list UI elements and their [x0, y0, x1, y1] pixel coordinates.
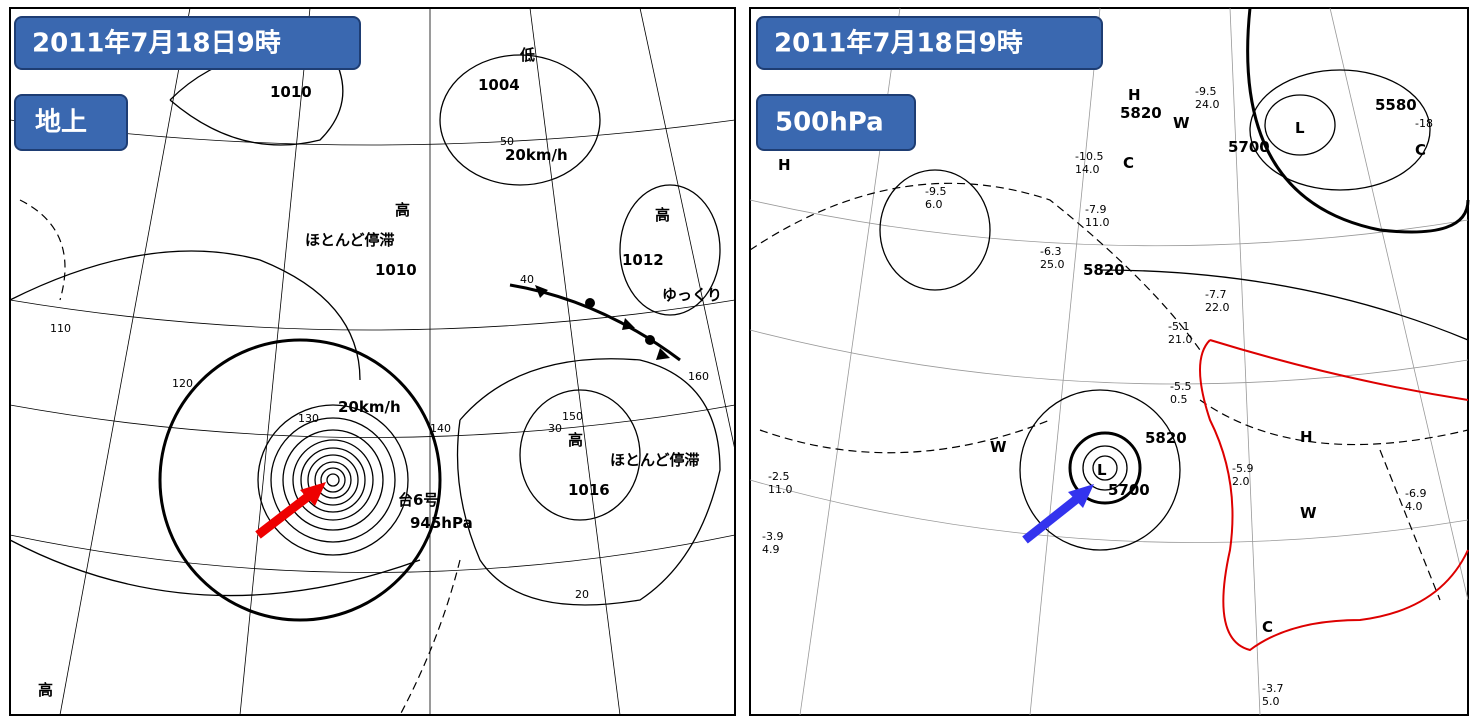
left-labels: 1010 低 1004 20km/h 高 ほとんど停滞 1010 高 1012 …	[38, 46, 722, 699]
station: 11.0	[1085, 216, 1110, 229]
station: -7.7	[1205, 288, 1226, 301]
grid-label: 140	[430, 422, 451, 435]
station: 6.0	[925, 198, 943, 211]
station: -9.5	[1195, 85, 1216, 98]
station: -7.9	[1085, 203, 1106, 216]
badge-text: 地上	[35, 108, 87, 138]
front	[509, 283, 681, 362]
map-label: C	[1123, 154, 1134, 172]
map-label: 5580	[1375, 96, 1417, 114]
station: -9.5	[925, 185, 946, 198]
map-label: 945hPa	[410, 514, 473, 532]
map-label: 1010	[270, 83, 312, 101]
map-label: 1016	[568, 481, 610, 499]
low-arrow	[1022, 494, 1081, 544]
station: -3.7	[1262, 682, 1283, 695]
map-label: L	[1295, 119, 1305, 137]
station: 22.0	[1205, 301, 1230, 314]
grid-label: 30	[548, 422, 562, 435]
badge	[14, 16, 361, 70]
front-symbols	[535, 285, 670, 360]
badge-text: 2011年7月18日9時	[774, 28, 1023, 59]
badge	[756, 94, 916, 151]
low-arrow-head	[1068, 484, 1094, 508]
map-label: ほとんど停滞	[610, 451, 700, 469]
map-label: 高	[38, 681, 53, 699]
station: -6.3	[1040, 245, 1061, 258]
map-label: H	[778, 156, 791, 174]
left-isobars	[9, 47, 721, 716]
typhoon-arrow-head	[300, 482, 326, 506]
map-label: 20km/h	[505, 146, 568, 164]
map-label: 高	[568, 431, 583, 449]
map-label: 5820	[1145, 429, 1187, 447]
map-label: -18	[1415, 117, 1433, 130]
station: -5.9	[1232, 462, 1253, 475]
map-label: 5820	[1120, 104, 1162, 122]
station: -3.9	[762, 530, 783, 543]
map-label: L	[1097, 461, 1107, 479]
map-label: 5700	[1228, 138, 1270, 156]
map-label: 5700	[1108, 481, 1150, 499]
station: -5.1	[1168, 320, 1189, 333]
grid-label: 50	[500, 135, 514, 148]
map-label: C	[1262, 618, 1273, 636]
map-label: 高	[395, 201, 410, 219]
grid-label: 130	[298, 412, 319, 425]
map-label: 高	[655, 206, 670, 224]
station: -10.5	[1075, 150, 1103, 163]
grid-label: 120	[172, 377, 193, 390]
right-contours	[749, 7, 1470, 652]
station: 11.0	[768, 483, 793, 496]
map-label: W	[1300, 504, 1317, 522]
badges: 2011年7月18日9時 地上 2011年7月18日9時 500hPa	[14, 16, 1103, 151]
map-label: W	[990, 438, 1007, 456]
map-label: H	[1128, 86, 1141, 104]
map-label: 1010	[375, 261, 417, 279]
typhoon-arrow	[255, 491, 313, 539]
map-label: 台6号	[398, 491, 438, 509]
map-label: 1012	[622, 251, 664, 269]
badge-text: 500hPa	[775, 108, 884, 138]
map-label: ほとんど停滞	[305, 231, 395, 249]
grid-label: 20	[575, 588, 589, 601]
map-label: 20km/h	[338, 398, 401, 416]
station: 5.0	[1262, 695, 1280, 708]
grid-label: 150	[562, 410, 583, 423]
station: 21.0	[1168, 333, 1193, 346]
station: 0.5	[1170, 393, 1188, 406]
station: 4.0	[1405, 500, 1423, 513]
map-label: 5820	[1083, 261, 1125, 279]
station: 25.0	[1040, 258, 1065, 271]
map-label: W	[1173, 114, 1190, 132]
grid-label: 110	[50, 322, 71, 335]
right-grid	[749, 7, 1469, 716]
map-label: ゆっくり	[662, 286, 722, 304]
badge	[756, 16, 1103, 70]
station: 4.9	[762, 543, 780, 556]
map-label: H	[1300, 428, 1313, 446]
badge	[14, 94, 128, 151]
right-labels: H 5820 5580 L 5700 -18 C H C 5820 W 5820…	[762, 85, 1433, 708]
grid-label: 160	[688, 370, 709, 383]
station: 2.0	[1232, 475, 1250, 488]
map-label: 1004	[478, 76, 520, 94]
map-label: C	[1415, 141, 1426, 159]
station: -5.5	[1170, 380, 1191, 393]
station: -6.9	[1405, 487, 1426, 500]
map-label: 低	[519, 46, 535, 64]
station: 14.0	[1075, 163, 1100, 176]
grid-label: 40	[520, 273, 534, 286]
station: -2.5	[768, 470, 789, 483]
station: 24.0	[1195, 98, 1220, 111]
badge-text: 2011年7月18日9時	[32, 28, 281, 59]
